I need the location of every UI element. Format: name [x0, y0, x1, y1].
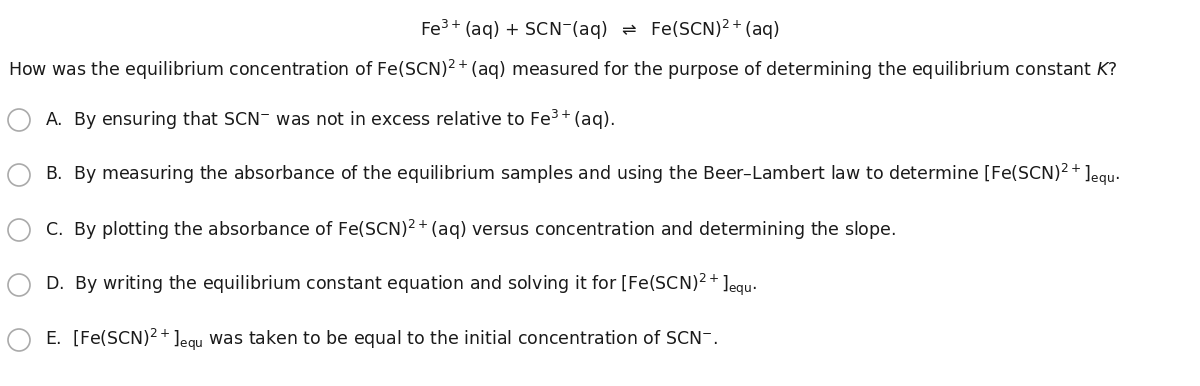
- Text: E.  [Fe(SCN)$^{2+}$]$_\mathrm{equ}$ was taken to be equal to the initial concent: E. [Fe(SCN)$^{2+}$]$_\mathrm{equ}$ was t…: [46, 327, 718, 353]
- Text: B.  By measuring the absorbance of the equilibrium samples and using the Beer–La: B. By measuring the absorbance of the eq…: [46, 162, 1120, 188]
- Text: C.  By plotting the absorbance of Fe(SCN)$^{2+}$(aq) versus concentration and de: C. By plotting the absorbance of Fe(SCN)…: [46, 218, 896, 242]
- Text: Fe$^{3+}$(aq) + SCN$^{-}$(aq)  $\rightleftharpoons$  Fe(SCN)$^{2+}$(aq): Fe$^{3+}$(aq) + SCN$^{-}$(aq) $\rightlef…: [420, 18, 780, 42]
- Text: D.  By writing the equilibrium constant equation and solving it for [Fe(SCN)$^{2: D. By writing the equilibrium constant e…: [46, 272, 757, 298]
- Text: A.  By ensuring that SCN$^{-}$ was not in excess relative to Fe$^{3+}$(aq).: A. By ensuring that SCN$^{-}$ was not in…: [46, 108, 614, 132]
- Text: How was the equilibrium concentration of Fe(SCN)$^{2+}$(aq) measured for the pur: How was the equilibrium concentration of…: [8, 58, 1117, 82]
